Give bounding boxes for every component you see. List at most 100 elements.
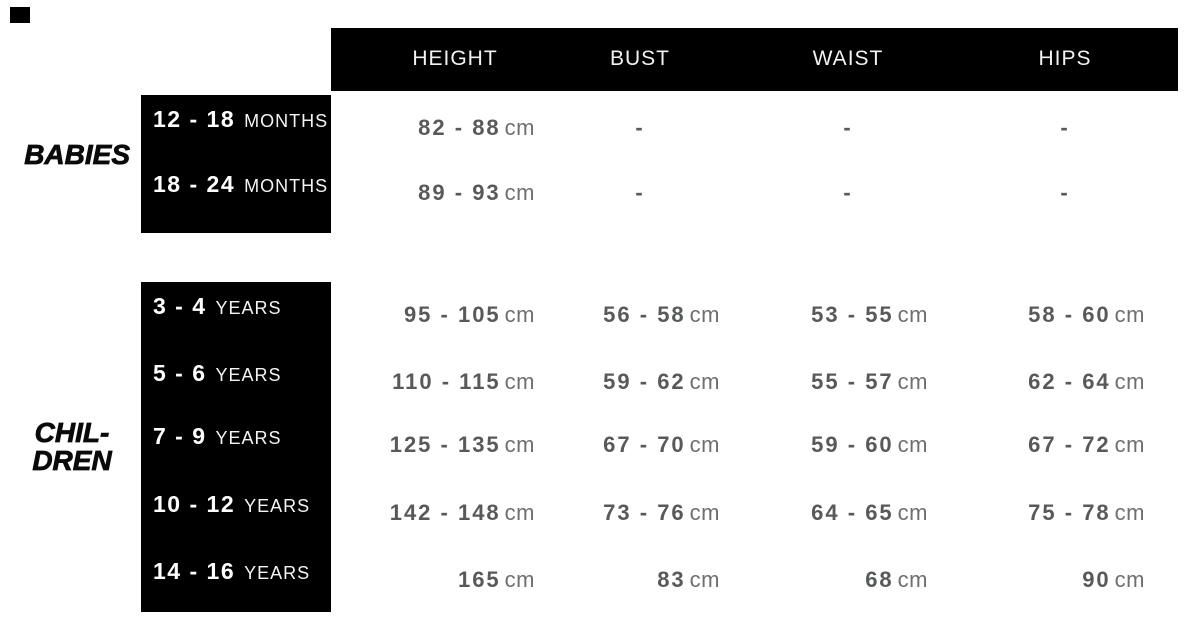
bust-value: 59 - 62 cm [560,367,720,397]
value-number: 67 - 70 [603,432,686,457]
value-number: - [635,180,645,205]
height-value: 125 - 135 cm [375,430,535,460]
age-unit: MONTHS [244,111,329,131]
table-row-children-7-9: 7 - 9 YEARS 125 - 135 cm 67 - 70 cm 59 - 6… [0,423,1200,460]
value-unit: cm [1114,567,1145,592]
value-number: - [843,180,853,205]
value-number: 125 - 135 [389,432,501,457]
value-unit: cm [689,369,720,394]
table-row-children-5-6: 5 - 6 YEARS 110 - 115 cm 59 - 62 cm 55 - 5… [0,360,1200,397]
column-header-waist: WAIST [812,47,884,70]
bust-value: 83 cm [560,565,720,595]
value-number: - [1060,115,1070,140]
value-unit: cm [689,567,720,592]
value-number: 110 - 115 [392,369,501,394]
value-number: 75 - 78 [1028,500,1111,525]
value-number: 67 - 72 [1028,432,1111,457]
height-value: 142 - 148 cm [375,498,535,528]
value-unit: cm [1114,500,1145,525]
bust-value: 73 - 76 cm [560,498,720,528]
value-number: - [635,115,645,140]
value-unit: cm [1114,369,1145,394]
age-unit: YEARS [215,428,282,448]
value-unit: cm [504,115,535,140]
value-number: 165 [457,567,501,592]
group-label-babies-text: BABIES [24,139,131,170]
waist-value: 64 - 65 cm [768,498,928,528]
corner-mark [10,7,30,23]
group-label-children-line1: CHIL- [34,417,110,448]
waist-value: 59 - 60 cm [768,430,928,460]
age-range: 14 - 16 [153,558,236,584]
group-label-children-line2: DREN [32,445,112,476]
value-unit: cm [504,567,535,592]
hips-value: 62 - 64 cm [985,367,1145,397]
value-number: 53 - 55 [811,302,894,327]
age-label: 18 - 24 MONTHS [141,169,331,199]
value-number: 59 - 60 [811,432,894,457]
value-unit: cm [1114,432,1145,457]
age-unit: YEARS [244,496,311,516]
value-number: 142 - 148 [389,500,501,525]
hips-value: 58 - 60 cm [985,300,1145,330]
value-unit: cm [504,432,535,457]
value-number: 82 - 88 [418,115,501,140]
table-row-babies-18-24: 18 - 24 MONTHS 89 - 93 cm - - - [0,171,1200,208]
value-unit: cm [897,567,928,592]
value-number: 56 - 58 [603,302,686,327]
waist-value: 68 cm [768,565,928,595]
age-unit: YEARS [215,365,282,385]
height-value: 110 - 115 cm [375,367,535,397]
age-unit: MONTHS [244,176,329,196]
column-header-hips: HIPS [1038,47,1092,70]
column-header-bust: BUST [609,47,670,70]
value-number: - [843,115,853,140]
hips-value: - [985,178,1145,208]
value-number: - [1060,180,1070,205]
value-unit: cm [897,500,928,525]
height-value: 82 - 88 cm [375,113,535,143]
age-label: 5 - 6 YEARS [141,358,331,388]
group-label-children: CHIL- DREN [16,417,128,476]
age-unit: YEARS [215,298,282,318]
age-label: 12 - 18 MONTHS [141,104,331,134]
value-unit: cm [504,500,535,525]
column-header-height: HEIGHT [412,47,498,70]
value-number: 58 - 60 [1028,302,1111,327]
table-row-children-14-16: 14 - 16 YEARS 165 cm 83 cm 68 cm 90 cm [0,558,1200,595]
value-number: 55 - 57 [811,369,894,394]
hips-value: - [985,113,1145,143]
value-unit: cm [504,180,535,205]
value-number: 90 [1082,567,1111,592]
bust-value: 67 - 70 cm [560,430,720,460]
table-header-row: HEIGHT BUST WAIST HIPS [0,44,1200,74]
value-unit: cm [689,302,720,327]
waist-value: 53 - 55 cm [768,300,928,330]
value-number: 95 - 105 [403,302,501,327]
age-range: 10 - 12 [153,491,236,517]
age-range: 3 - 4 [153,293,207,319]
group-label-babies: BABIES [0,139,131,170]
height-value: 95 - 105 cm [375,300,535,330]
age-label: 14 - 16 YEARS [141,556,331,586]
value-unit: cm [504,302,535,327]
waist-value: - [768,113,928,143]
hips-value: 67 - 72 cm [985,430,1145,460]
value-number: 68 [865,567,894,592]
header-bar [331,28,1178,91]
value-unit: cm [897,302,928,327]
age-label: 10 - 12 YEARS [141,489,331,519]
age-range: 5 - 6 [153,360,207,386]
age-range: 12 - 18 [153,106,236,132]
height-value: 165 cm [375,565,535,595]
bust-value: 56 - 58 cm [560,300,720,330]
table-row-children-3-4: 3 - 4 YEARS 95 - 105 cm 56 - 58 cm 53 - 55… [0,293,1200,330]
value-unit: cm [504,369,535,394]
age-range: 18 - 24 [153,171,236,197]
value-number: 73 - 76 [603,500,686,525]
value-unit: cm [689,432,720,457]
babies-age-box [141,95,331,233]
age-unit: YEARS [244,563,311,583]
hips-value: 75 - 78 cm [985,498,1145,528]
waist-value: - [768,178,928,208]
